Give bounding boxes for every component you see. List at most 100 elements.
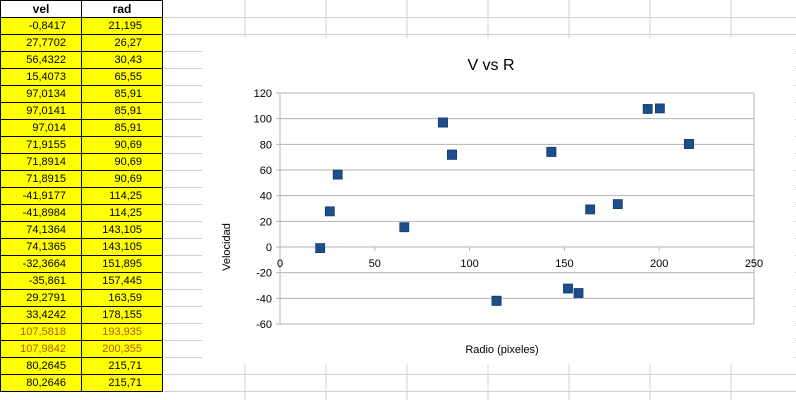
table-row: 71,9155 90,69 (0, 136, 163, 154)
header-vel[interactable]: vel (0, 0, 82, 18)
cell-vel[interactable]: 74,1364 (0, 221, 82, 239)
table-row: 27,7702 26,27 (0, 34, 163, 52)
x-axis-label: Radio (pixeles) (465, 344, 538, 356)
data-point[interactable] (684, 139, 694, 149)
data-point[interactable] (332, 169, 343, 180)
cell-vel[interactable]: 15,4073 (0, 68, 82, 86)
y-tick-label: 0 (266, 242, 272, 254)
cell-vel[interactable]: -41,9177 (0, 187, 82, 205)
data-point[interactable] (654, 103, 665, 114)
cell-rad[interactable]: 85,91 (81, 102, 163, 120)
y-tick-label: -40 (256, 293, 272, 305)
cell-rad[interactable]: 193,935 (81, 323, 163, 341)
x-tick-label: 50 (369, 258, 381, 270)
table-row: -35,861 157,445 (0, 272, 163, 290)
data-point[interactable] (491, 295, 502, 306)
cell-rad[interactable]: 90,69 (81, 136, 163, 154)
cell-vel[interactable]: 27,7702 (0, 34, 82, 52)
cell-vel[interactable]: 107,5818 (0, 323, 82, 341)
table-row: 29,2791 163,59 (0, 289, 163, 307)
table-row: 107,5818 193,935 (0, 323, 163, 341)
cell-rad[interactable]: 90,69 (81, 153, 163, 171)
cell-rad[interactable]: 143,105 (81, 238, 163, 256)
table-row: 74,1364 143,105 (0, 221, 163, 239)
cell-rad[interactable]: 26,27 (81, 34, 163, 52)
cell-vel[interactable]: -0,8417 (0, 17, 82, 35)
cell-vel[interactable]: -41,8984 (0, 204, 82, 222)
data-point[interactable] (437, 117, 448, 128)
table-row: 33,4242 178,155 (0, 306, 163, 324)
y-tick-label: 80 (260, 139, 272, 151)
cell-vel[interactable]: 74,1365 (0, 238, 82, 256)
x-tick-label: 0 (277, 258, 283, 270)
table-row: -41,9177 114,25 (0, 187, 163, 205)
table-row: -41,8984 114,25 (0, 204, 163, 222)
cell-rad[interactable]: 114,25 (81, 204, 163, 222)
y-tick-label: 60 (260, 165, 272, 177)
cell-vel[interactable]: 97,0141 (0, 102, 82, 120)
y-axis-label: Velocidad (221, 223, 233, 271)
cell-vel[interactable]: 71,8915 (0, 170, 82, 188)
table-row: -32,3664 151,895 (0, 255, 163, 273)
table-row: 74,1365 143,105 (0, 238, 163, 256)
table-row: 107,9842 200,355 (0, 340, 163, 358)
cell-vel[interactable]: -35,861 (0, 272, 82, 290)
chart-svg: V vs R Radio (pixeles) Velocidad -60-40-… (221, 57, 763, 356)
cell-vel[interactable]: 33,4242 (0, 306, 82, 324)
data-point[interactable] (447, 149, 457, 160)
cell-vel[interactable]: 29,2791 (0, 289, 82, 307)
data-point[interactable] (546, 146, 557, 157)
cell-rad[interactable]: 65,55 (81, 68, 163, 86)
cell-rad[interactable]: 114,25 (81, 187, 163, 205)
cell-rad[interactable]: 21,195 (81, 17, 163, 35)
data-point[interactable] (573, 288, 584, 298)
cell-rad[interactable]: 178,155 (81, 306, 163, 324)
cell-rad[interactable]: 151,895 (81, 255, 163, 273)
table-row: 71,8914 90,69 (0, 153, 163, 171)
cell-vel[interactable]: 56,4322 (0, 51, 82, 69)
cell-rad[interactable]: 90,69 (81, 170, 163, 188)
cell-vel[interactable]: 97,0134 (0, 85, 82, 103)
header-row: vel rad (0, 0, 163, 18)
table-row: 71,8915 90,69 (0, 170, 163, 188)
cell-rad[interactable]: 85,91 (81, 119, 163, 137)
x-tick-label: 150 (555, 258, 573, 270)
data-point[interactable] (585, 204, 596, 215)
data-points (315, 103, 694, 306)
cell-vel[interactable]: 80,2646 (0, 374, 82, 392)
table-row: 15,4073 65,55 (0, 68, 163, 86)
data-point[interactable] (399, 222, 410, 233)
cell-rad[interactable]: 30,43 (81, 51, 163, 69)
data-point[interactable] (315, 243, 326, 253)
table-row: 56,4322 30,43 (0, 51, 163, 69)
cell-vel[interactable]: 107,9842 (0, 340, 82, 358)
cell-rad[interactable]: 200,355 (81, 340, 163, 358)
table-row: -0,8417 21,195 (0, 17, 163, 35)
table-row: 97,0141 85,91 (0, 102, 163, 120)
cell-vel[interactable]: -32,3664 (0, 255, 82, 273)
y-tick-label: 120 (254, 88, 272, 100)
cell-rad[interactable]: 215,71 (81, 357, 163, 375)
scatter-chart[interactable]: V vs R Radio (pixeles) Velocidad -60 -40-… (202, 38, 795, 364)
data-point[interactable] (612, 199, 623, 210)
y-tick-label: 100 (254, 114, 272, 126)
cell-rad[interactable]: 157,445 (81, 272, 163, 290)
data-point[interactable] (324, 206, 335, 217)
cell-rad[interactable]: 215,71 (81, 374, 163, 392)
y-tick-label: 20 (260, 216, 272, 228)
table-row: 97,0134 85,91 (0, 85, 163, 103)
cell-vel[interactable]: 80,2645 (0, 357, 82, 375)
cell-rad[interactable]: 143,105 (81, 221, 163, 239)
x-tick-label: 100 (460, 258, 478, 270)
cell-vel[interactable]: 71,9155 (0, 136, 82, 154)
y-tick-label: 40 (260, 191, 272, 203)
cell-rad[interactable]: 163,59 (81, 289, 163, 307)
x-tick-label: 250 (745, 258, 763, 270)
cell-vel[interactable]: 97,014 (0, 119, 82, 137)
header-rad[interactable]: rad (81, 0, 163, 18)
y-tick-label: -20 (256, 268, 272, 280)
data-point[interactable] (642, 104, 653, 114)
cell-rad[interactable]: 85,91 (81, 85, 163, 103)
cell-vel[interactable]: 71,8914 (0, 153, 82, 171)
data-point[interactable] (563, 283, 573, 294)
